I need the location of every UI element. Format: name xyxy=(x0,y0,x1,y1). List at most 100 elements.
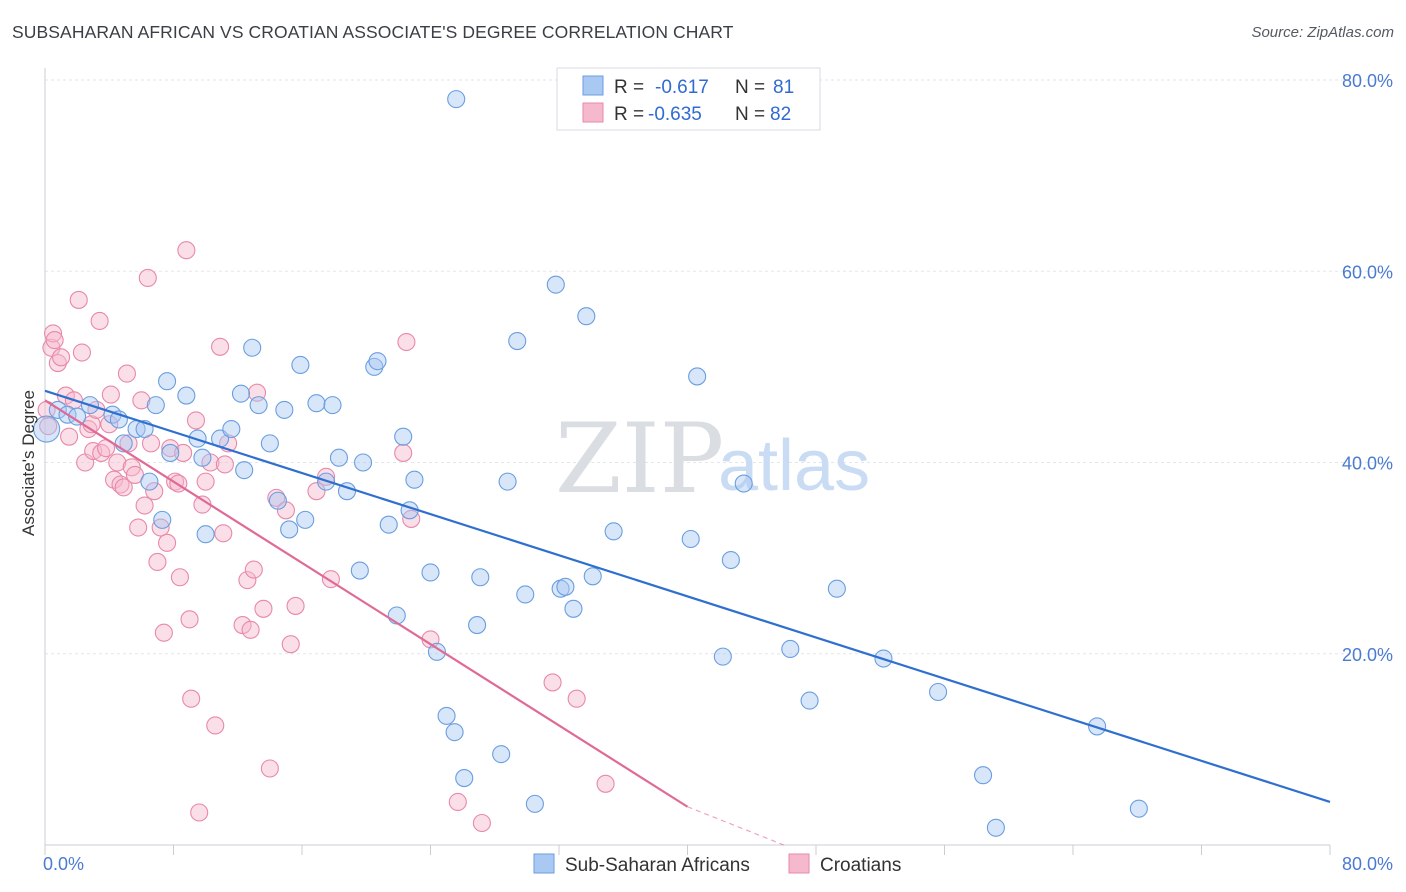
croatians-point-8 xyxy=(60,427,79,446)
subsaharan-point-51 xyxy=(468,616,487,635)
croatians-point-80 xyxy=(596,774,615,793)
subsaharan-point-61 xyxy=(564,599,583,618)
croatians-point-68 xyxy=(286,596,305,615)
croatians-point-63 xyxy=(254,599,273,618)
croatians-point-47 xyxy=(182,689,201,708)
croatians-point-49 xyxy=(190,803,209,822)
croatians-point-35 xyxy=(145,482,164,501)
subsaharan-point-75 xyxy=(973,766,993,785)
subsaharan-point-38 xyxy=(365,357,384,376)
croatians-point-33 xyxy=(138,268,157,287)
subsaharan-point-53 xyxy=(492,745,511,764)
croatians-point-67 xyxy=(281,635,300,654)
subsaharan-point-14 xyxy=(161,443,180,462)
subsaharan-point-60 xyxy=(556,577,575,596)
watermark-atlas: atlas xyxy=(718,426,870,506)
subsaharan-point-28 xyxy=(280,520,299,539)
croatians-point-4 xyxy=(45,331,64,350)
subsaharan-point-70 xyxy=(781,639,800,659)
legend-r-value-2: -0.635 xyxy=(648,104,702,125)
croatians-point-64 xyxy=(260,759,279,778)
croatians-point-46 xyxy=(180,610,199,629)
legend-n-label-1: N = xyxy=(735,77,765,98)
croatians-point-77 xyxy=(472,813,491,833)
subsaharan-point-10 xyxy=(140,472,159,491)
croatians-point-59 xyxy=(238,571,257,590)
source-label: Source: ZipAtlas.com xyxy=(1251,24,1394,41)
y-tick-labels: 20.0% 40.0% 60.0% 80.0% xyxy=(1342,71,1393,665)
subsaharan-point-50 xyxy=(455,769,474,788)
croatians-point-24 xyxy=(111,475,130,494)
subsaharan-point-41 xyxy=(387,606,406,625)
legend-r-label-1: R = xyxy=(614,77,644,98)
subsaharan-point-56 xyxy=(516,585,535,604)
subsaharan-point-26 xyxy=(268,491,287,510)
subsaharan-point-69 xyxy=(734,474,753,493)
subsaharan-point-33 xyxy=(323,396,342,415)
y-tick-label-3: 80.0% xyxy=(1342,71,1393,91)
subsaharan-point-78 xyxy=(1129,799,1148,818)
subsaharan-point-72 xyxy=(827,579,846,598)
subsaharan-point-36 xyxy=(350,561,369,580)
croatians-point-11 xyxy=(72,343,91,362)
subsaharan-point-23 xyxy=(243,338,262,357)
subsaharan-point-37 xyxy=(353,453,373,472)
subsaharan-point-68 xyxy=(721,550,740,570)
chart-title: SUBSAHARAN AFRICAN VS CROATIAN ASSOCIATE… xyxy=(12,22,734,42)
croatians-point-25 xyxy=(114,478,133,497)
subsaharan-point-12 xyxy=(153,510,172,529)
croatians-point-36 xyxy=(148,552,167,572)
croatians-point-44 xyxy=(174,443,193,462)
croatians-point-23 xyxy=(108,453,127,472)
subsaharan-point-42 xyxy=(394,427,413,446)
croatians-point-56 xyxy=(215,455,234,474)
croatians-point-72 xyxy=(394,443,413,462)
croatians-point-19 xyxy=(90,311,109,331)
subsaharan-point-22 xyxy=(235,461,254,480)
y-axis-label: Associate's Degree xyxy=(19,390,38,536)
croatians-point-48 xyxy=(186,411,206,430)
legend-swatch-pink xyxy=(582,102,604,123)
croatians-point-10 xyxy=(69,290,88,309)
stats-legend: R = -0.617 N = 81 R = -0.635 N = 82 xyxy=(556,67,821,131)
subsaharan-point-76 xyxy=(986,818,1005,837)
croatians-point-79 xyxy=(567,689,586,708)
croatians-trend-extension xyxy=(687,806,785,846)
x-tick-labels: 0.0% 80.0% xyxy=(43,854,1393,874)
croatians-point-20 xyxy=(100,415,119,434)
subsaharan-point-0 xyxy=(33,415,61,443)
subsaharan-point-15 xyxy=(177,386,196,405)
subsaharan-point-31 xyxy=(307,394,326,413)
legend-swatch-blue xyxy=(582,75,604,96)
subsaharan-point-20 xyxy=(222,419,241,439)
subsaharan-point-44 xyxy=(405,470,424,489)
subsaharan-point-71 xyxy=(800,691,819,710)
subsaharan-point-25 xyxy=(260,434,279,453)
croatians-point-78 xyxy=(543,673,562,692)
croatians-point-43 xyxy=(170,568,189,587)
croatians-point-5 xyxy=(48,353,67,373)
croatians-point-55 xyxy=(214,524,233,543)
subsaharan-point-29 xyxy=(296,510,315,529)
subsaharan-point-21 xyxy=(231,384,251,403)
subsaharan-point-46 xyxy=(427,642,446,661)
croatians-point-73 xyxy=(397,332,416,352)
subsaharan-point-34 xyxy=(329,448,348,467)
croatians-point-26 xyxy=(117,364,136,383)
subsaharan-point-64 xyxy=(604,522,623,541)
subsaharan-point-54 xyxy=(498,472,517,491)
subsaharan-points xyxy=(33,90,1148,837)
croatians-point-45 xyxy=(177,241,196,260)
subsaharan-point-39 xyxy=(368,352,387,371)
croatians-point-39 xyxy=(158,533,177,552)
subsaharan-point-63 xyxy=(583,567,602,586)
y-tick-label-1: 40.0% xyxy=(1342,454,1393,474)
bottom-legend-label-pink: Croatians xyxy=(820,855,901,876)
subsaharan-point-58 xyxy=(546,275,565,294)
subsaharan-point-13 xyxy=(158,372,177,391)
x-tick-label-0: 0.0% xyxy=(43,854,84,874)
subsaharan-point-66 xyxy=(688,367,707,386)
subsaharan-point-24 xyxy=(249,396,268,415)
subsaharan-point-57 xyxy=(525,794,544,813)
